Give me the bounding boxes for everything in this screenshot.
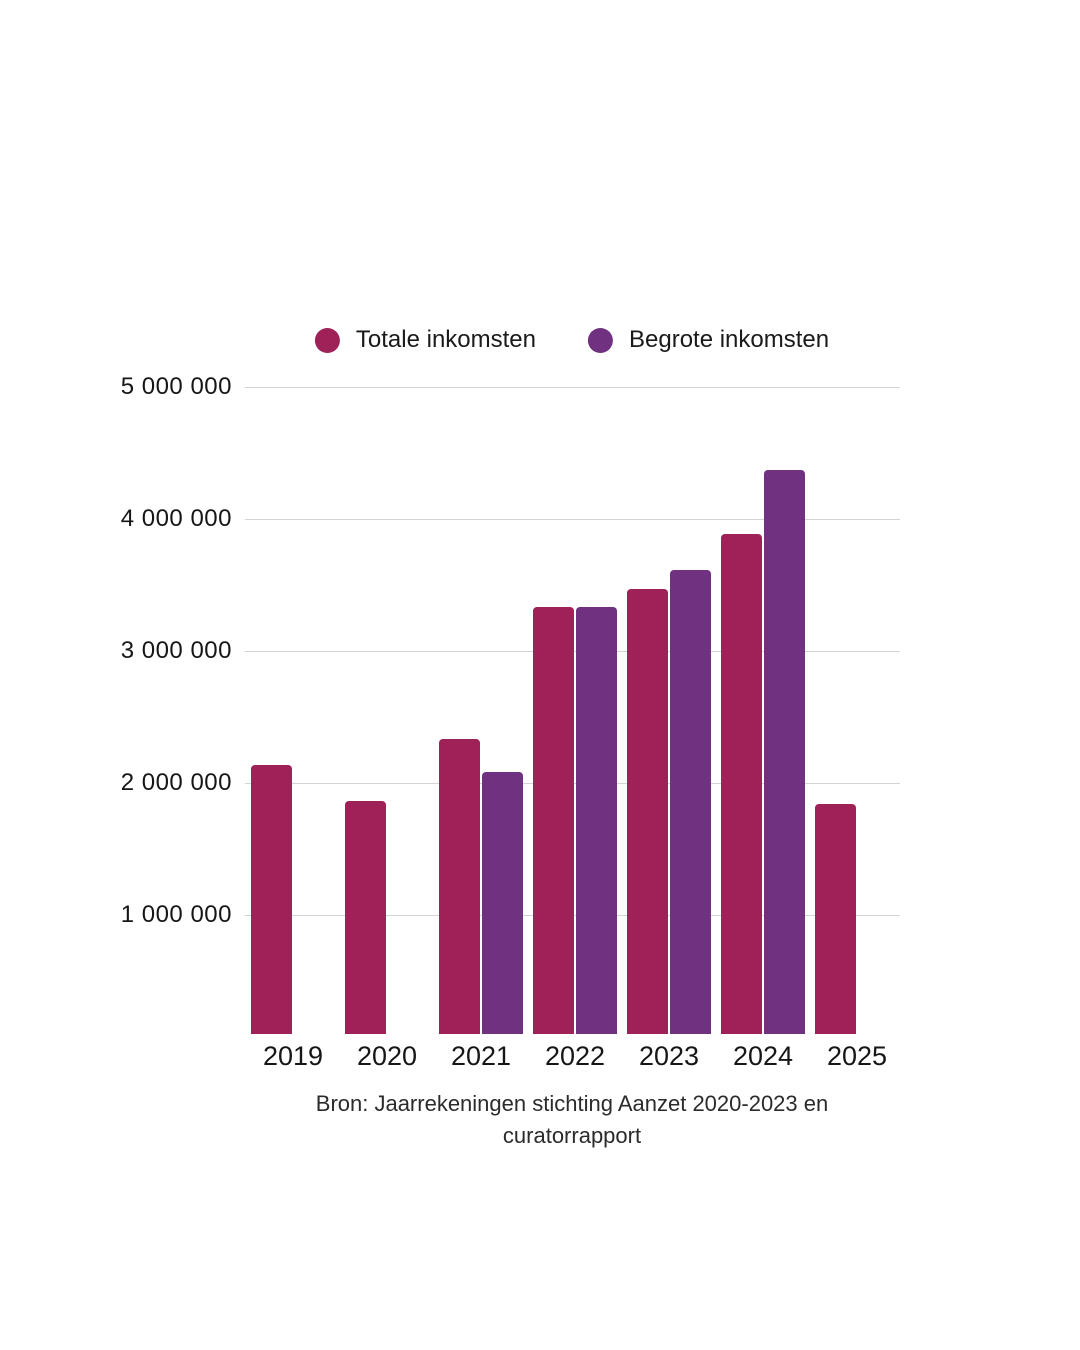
bar-totale-2021 <box>439 739 480 1034</box>
legend-label-begrote: Begrote inkomsten <box>628 326 830 353</box>
gridline-5000000 <box>245 386 900 388</box>
bar-begrote-2023 <box>670 570 711 1034</box>
bar-totale-2025 <box>815 804 856 1034</box>
bar-totale-2022 <box>533 607 574 1034</box>
x-tick-label-2024: 2024 <box>732 1041 794 1071</box>
gridline-4000000 <box>245 518 900 520</box>
y-tick-label-3000000: 3 000 000 <box>120 637 232 664</box>
x-tick-label-2023: 2023 <box>638 1041 700 1071</box>
bar-begrote-2024 <box>764 470 805 1034</box>
bar-begrote-2021 <box>482 772 523 1034</box>
y-tick-label-2000000: 2 000 000 <box>120 769 232 796</box>
bar-totale-2023 <box>627 588 668 1034</box>
bar-totale-2020 <box>345 801 386 1034</box>
source-note-line2: curatorrapport <box>502 1123 642 1148</box>
y-tick-label-1000000: 1 000 000 <box>120 901 232 928</box>
x-tick-label-2025: 2025 <box>826 1041 888 1071</box>
legend: Totale inkomsten Begrote inkomsten <box>314 326 830 354</box>
x-tick-label-2019: 2019 <box>262 1041 324 1071</box>
legend-dot-begrote-icon <box>587 327 613 353</box>
x-tick-label-2020: 2020 <box>356 1041 418 1071</box>
bar-begrote-2022 <box>576 607 617 1034</box>
legend-label-totale: Totale inkomsten <box>355 326 536 353</box>
x-tick-label-2022: 2022 <box>544 1041 606 1071</box>
legend-item-begrote-inkomsten: Begrote inkomsten <box>587 326 830 354</box>
y-tick-label-4000000: 4 000 000 <box>120 505 232 532</box>
bar-totale-2024 <box>721 533 762 1034</box>
y-tick-label-5000000: 5 000 000 <box>120 373 232 400</box>
bar-totale-2019 <box>251 764 292 1034</box>
legend-dot-totale-icon <box>314 327 340 353</box>
legend-item-totale-inkomsten: Totale inkomsten <box>314 326 536 354</box>
source-note-line1: Bron: Jaarrekeningen stichting Aanzet 20… <box>315 1091 829 1116</box>
x-tick-label-2021: 2021 <box>450 1041 512 1071</box>
source-note: Bron: Jaarrekeningen stichting Aanzet 20… <box>222 1088 922 1152</box>
